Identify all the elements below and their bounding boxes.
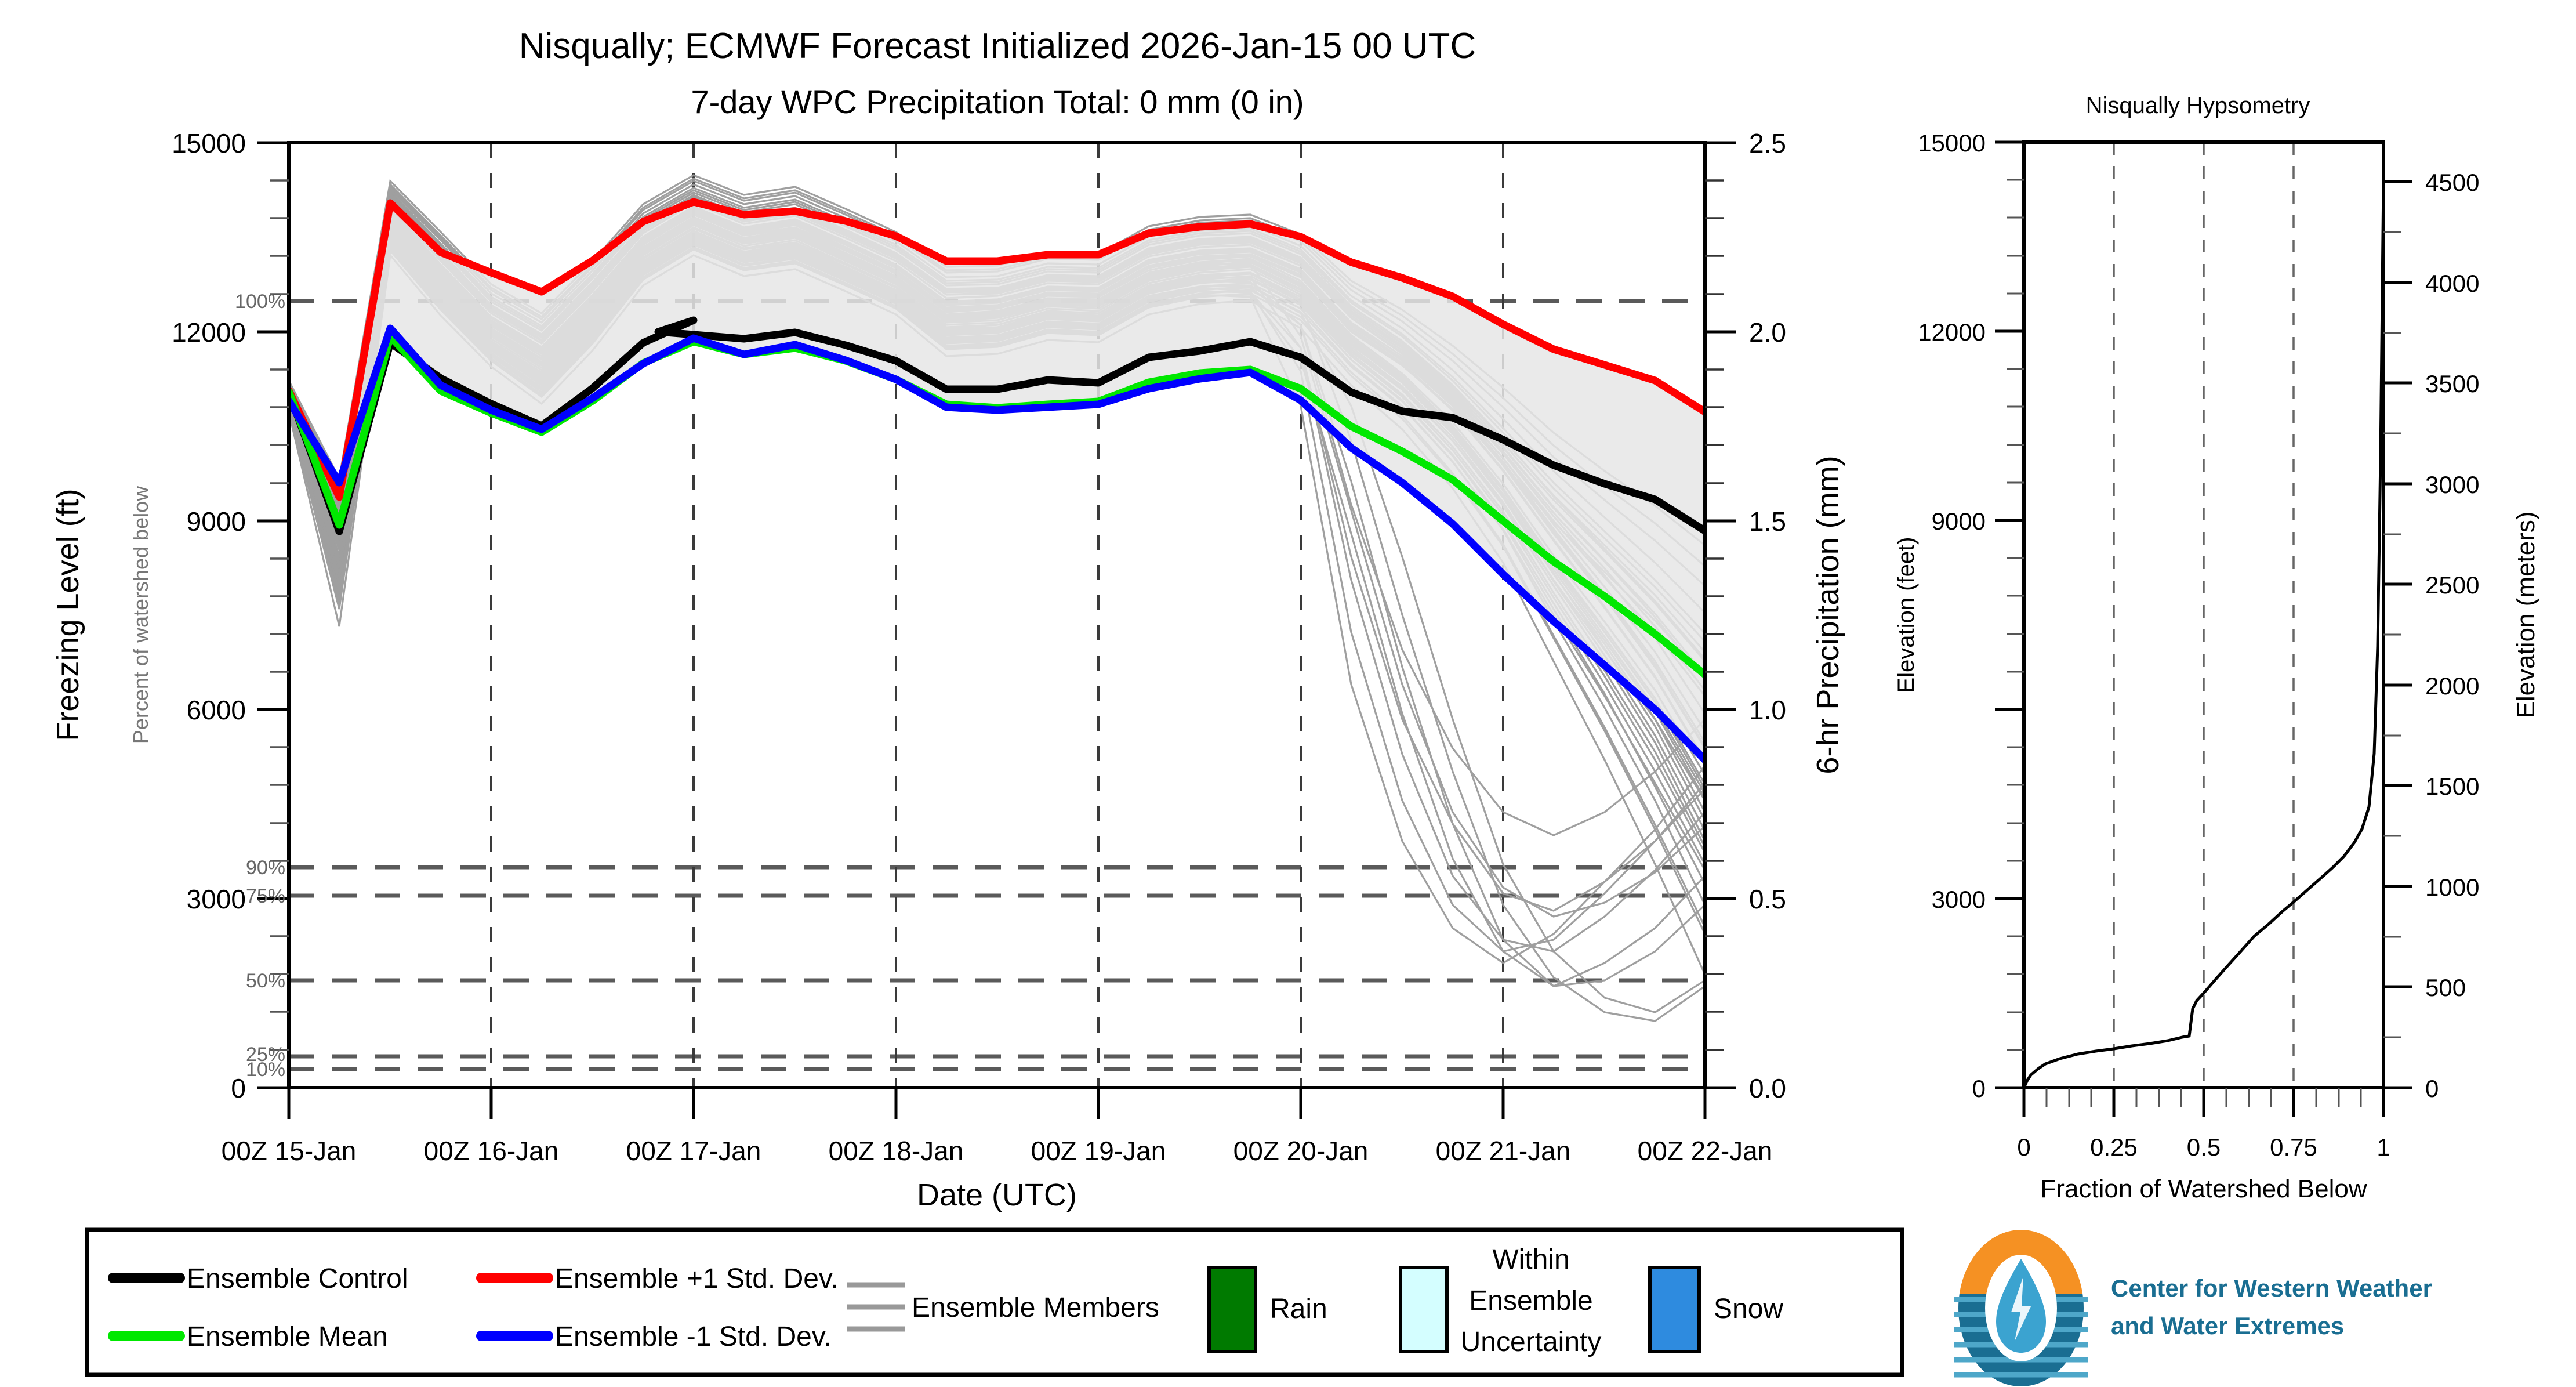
- legend-label-uncertainty-line2[interactable]: Ensemble: [1469, 1285, 1592, 1316]
- legend-label-uncertainty-line3[interactable]: Uncertainty: [1461, 1327, 1602, 1357]
- percent-label-100: 100%: [235, 291, 285, 313]
- cw3e-logo: Center for Western Weather and Water Ext…: [1954, 1230, 2432, 1386]
- hypsometry-gridlines: [2113, 142, 2295, 1088]
- y-axis-label-left: Freezing Level (ft): [50, 488, 85, 741]
- y-axis-label-right: 6-hr Precipitation (mm): [1811, 455, 1845, 774]
- legend-box: [85, 1227, 1904, 1377]
- hypsometry-title: Nisqually Hypsometry: [2086, 93, 2310, 118]
- legend-swatch-snow: [1648, 1266, 1701, 1353]
- x-axis-ticks: [287, 1088, 1707, 1119]
- main-plot-frame: [287, 141, 1707, 1089]
- page-subtitle: 7-day WPC Precipitation Total: 0 mm (0 i…: [691, 84, 1304, 120]
- hyp-xtick-3: 0.75: [2270, 1133, 2317, 1161]
- legend-swatch-within-ensemble-uncertainty: [1399, 1266, 1449, 1353]
- hyp-ytick-left-4: 0: [1972, 1075, 1986, 1102]
- hypsometry-plot: Nisqually Hypsometry: [1918, 93, 2540, 1203]
- legend-label-uncertainty-line1[interactable]: Within: [1492, 1244, 1569, 1275]
- hyp-xtick-1: 0.25: [2090, 1133, 2138, 1161]
- legend-label-ensemble-members[interactable]: Ensemble Members: [912, 1292, 1159, 1323]
- hyp-xtick-0: 0: [2017, 1133, 2030, 1161]
- hyp-ytick-right-5: 2000: [2425, 672, 2479, 700]
- ytick-right-2: 1.5: [1749, 506, 1786, 537]
- hyp-ytick-right-7: 1000: [2425, 874, 2479, 901]
- y-axis-label-right-elevation-feet: Elevation (feet): [1893, 537, 1919, 693]
- series-plus-1-std-dev: [289, 198, 1705, 501]
- x-axis-label: Date (UTC): [917, 1178, 1077, 1212]
- hyp-ytick-left-0: 15000: [1918, 129, 1986, 157]
- y-axis-label-left-percent: Percent of watershed below: [129, 486, 153, 744]
- hyp-ytick-right-4: 2500: [2425, 571, 2479, 599]
- hypsometry-x-axis-label: Fraction of Watershed Below: [2040, 1175, 2367, 1203]
- ytick-right-1: 2.0: [1749, 317, 1786, 347]
- left-axis-ticks: [257, 141, 289, 1089]
- hyp-ytick-right-6: 1500: [2425, 773, 2479, 800]
- hyp-ytick-right-1: 4000: [2425, 270, 2479, 297]
- hyp-ytick-right-0: 4500: [2425, 169, 2479, 196]
- legend[interactable]: Ensemble Control Ensemble Mean Ensemble …: [85, 1227, 1904, 1377]
- hypsometry-x-ticks: [2022, 1088, 2385, 1117]
- legend-label-rain[interactable]: Rain: [1270, 1294, 1327, 1324]
- xtick-1: 00Z 16-Jan: [424, 1136, 559, 1166]
- xtick-4: 00Z 19-Jan: [1031, 1136, 1166, 1166]
- ytick-left-0: 15000: [172, 128, 246, 158]
- ytick-right-0: 2.5: [1749, 128, 1786, 158]
- logo-text-line2: and Water Extremes: [2111, 1312, 2344, 1339]
- ytick-right-5: 0.0: [1749, 1073, 1786, 1103]
- logo-text-line1: Center for Western Weather: [2111, 1274, 2432, 1302]
- percent-label-90: 90%: [246, 857, 285, 879]
- percent-label-75: 75%: [246, 885, 285, 907]
- hyp-ytick-left-3: 3000: [1932, 886, 1986, 913]
- main-plot: 15000 12000 9000 6000 3000 0 100% 90% 75…: [50, 128, 1919, 1212]
- hyp-ytick-right-8: 500: [2425, 974, 2466, 1001]
- hyp-ytick-left-2: 9000: [1932, 508, 1986, 535]
- ytick-left-4: 3000: [187, 884, 246, 914]
- xtick-7: 00Z 22-Jan: [1638, 1136, 1773, 1166]
- percent-label-25: 25%: [246, 1044, 285, 1066]
- hypsometry-y-axis-label-right: Elevation (meters): [2512, 511, 2540, 718]
- hypsometry-left-ticks: [1995, 140, 2024, 1089]
- hypsometry-left-minor-ticks: [2007, 179, 2024, 1051]
- xtick-5: 00Z 20-Jan: [1233, 1136, 1369, 1166]
- xtick-0: 00Z 15-Jan: [222, 1136, 357, 1166]
- legend-label-ensemble-control[interactable]: Ensemble Control: [187, 1263, 408, 1294]
- series-minus-1-std-dev: [289, 324, 1705, 764]
- legend-label-ensemble-mean[interactable]: Ensemble Mean: [187, 1321, 388, 1352]
- page-title: Nisqually; ECMWF Forecast Initialized 20…: [519, 26, 1476, 66]
- ytick-right-4: 0.5: [1749, 884, 1786, 914]
- hypsometry-curve: [2024, 180, 2383, 1088]
- logo-lightning-bolt: [2011, 1276, 2031, 1341]
- hyp-ytick-left-1: 12000: [1918, 318, 1986, 346]
- percent-label-50: 50%: [246, 970, 285, 992]
- legend-label-snow[interactable]: Snow: [1714, 1294, 1783, 1324]
- ytick-left-3: 6000: [187, 695, 246, 725]
- hypsometry-right-ticks: [2383, 180, 2412, 1089]
- ytick-left-2: 9000: [187, 506, 246, 537]
- hyp-xtick-2: 0.5: [2187, 1133, 2221, 1161]
- legend-label-minus-1-std-dev[interactable]: Ensemble -1 Std. Dev.: [555, 1321, 832, 1352]
- ytick-left-5: 0: [231, 1073, 246, 1103]
- xtick-3: 00Z 18-Jan: [829, 1136, 964, 1166]
- right-axis-minor-ticks: [1705, 179, 1724, 1051]
- hyp-xtick-4: 1: [2377, 1133, 2390, 1161]
- percent-label-10: 10%: [246, 1059, 285, 1081]
- legend-swatch-ensemble-members: [847, 1282, 905, 1332]
- ytick-right-3: 1.0: [1749, 695, 1786, 725]
- legend-swatch-rain: [1207, 1266, 1257, 1353]
- ytick-left-1: 12000: [172, 317, 246, 347]
- xtick-6: 00Z 21-Jan: [1436, 1136, 1571, 1166]
- hypsometry-x-minor-ticks: [2045, 1088, 2362, 1107]
- legend-label-plus-1-std-dev[interactable]: Ensemble +1 Std. Dev.: [555, 1263, 839, 1294]
- left-axis-minor-ticks: [270, 179, 289, 1051]
- hyp-ytick-right-2: 3500: [2425, 370, 2479, 397]
- hyp-ytick-right-3: 3000: [2425, 471, 2479, 498]
- xtick-2: 00Z 17-Jan: [626, 1136, 761, 1166]
- hyp-ytick-right-9: 0: [2425, 1075, 2439, 1102]
- hypsometry-right-minor-ticks: [2383, 231, 2401, 1038]
- right-axis-ticks: [1705, 141, 1736, 1089]
